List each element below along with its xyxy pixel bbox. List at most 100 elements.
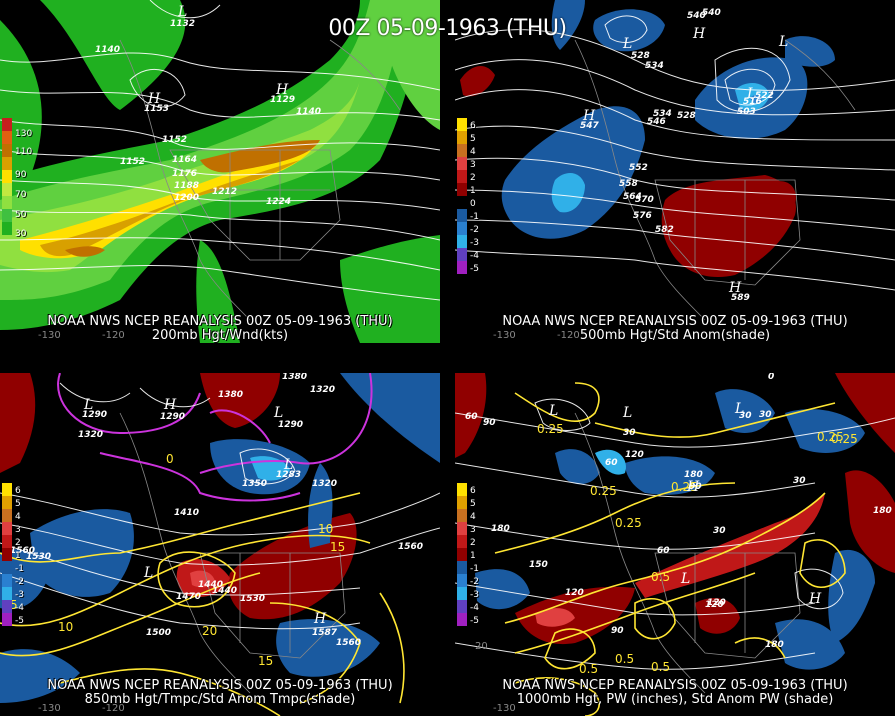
temp-label: 10 xyxy=(58,620,73,634)
contour-label: 1380 xyxy=(282,373,307,382)
legend-label: -1 xyxy=(15,564,24,574)
contour-label: 1560 xyxy=(336,638,361,648)
caption-line1: NOAA NWS NCEP REANALYSIS 00Z 05-09-1963 … xyxy=(47,314,393,329)
caption-line1: NOAA NWS NCEP REANALYSIS 00Z 05-09-1963 … xyxy=(47,678,393,693)
legend-label: 3 xyxy=(470,160,476,170)
contour-label: 522 xyxy=(755,91,774,101)
pw-label: 0.5 xyxy=(579,662,598,676)
contour-label: 547 xyxy=(580,121,600,131)
pw-label: 0.25 xyxy=(671,480,698,494)
pw-label: 0.5 xyxy=(651,570,670,584)
contour-label: 1140 xyxy=(95,45,120,55)
lon-tick: 20 xyxy=(475,641,488,652)
pw-label: 0.5 xyxy=(615,652,634,666)
contour-label: 534 xyxy=(645,61,664,71)
legend-label: 3 xyxy=(470,525,476,535)
contour-label: 120 xyxy=(707,598,726,608)
contour-label: 1470 xyxy=(176,592,201,602)
contour-label: 1140 xyxy=(296,107,321,117)
legend-label: 6 xyxy=(470,486,476,496)
map-500mb: 540 546 552 558 564 570 576 582 534 528 … xyxy=(455,0,895,343)
contour-label: 60 xyxy=(465,412,478,422)
caption-line2: 500mb Hgt/Std Anom(shade) xyxy=(579,328,771,343)
legend-label: -4 xyxy=(470,603,479,613)
contour-label: 0 xyxy=(768,373,774,382)
legend-label: 4 xyxy=(470,512,476,522)
contour-label: 1320 xyxy=(310,385,335,395)
temp-label: 15 xyxy=(330,540,345,554)
caption-line2: 1000mb Hgt, PW (inches), Std Anom PW (sh… xyxy=(516,692,834,707)
contour-label: 60 xyxy=(605,458,618,468)
lon-tick: -120 xyxy=(102,703,125,714)
panel-caption: NOAA NWS NCEP REANALYSIS 00Z 05-09-1963 … xyxy=(455,315,895,343)
contour-label: 1410 xyxy=(174,508,199,518)
contour-label: 90 xyxy=(611,626,624,636)
low-marker: L xyxy=(273,405,283,421)
low-marker: L xyxy=(622,405,632,421)
contour-label: 1188 xyxy=(174,181,199,191)
legend-label: 6 xyxy=(470,121,476,131)
legend-label: 5 xyxy=(470,134,476,144)
legend-label: -5 xyxy=(15,616,24,626)
contour-label: 552 xyxy=(629,163,648,173)
contour-label: 540 xyxy=(702,8,721,18)
contour-label: 120 xyxy=(625,450,644,460)
panel-caption: NOAA NWS NCEP REANALYSIS 00Z 05-09-1963 … xyxy=(0,679,440,707)
legend-label: 0 xyxy=(470,199,476,209)
legend-label: -1 xyxy=(470,564,479,574)
contour-label: 1152 xyxy=(162,135,187,145)
contour-label: 1530 xyxy=(26,552,51,562)
pw-label: 0.25 xyxy=(615,516,642,530)
contour-label: 1152 xyxy=(120,157,145,167)
contour-label: 570 xyxy=(635,195,654,205)
contour-label: 180 xyxy=(684,470,703,480)
contour-label: 1380 xyxy=(218,390,243,400)
contour-label: 1350 xyxy=(242,479,267,489)
legend-200mb: 130 110 90 70 50 30 xyxy=(2,118,32,239)
contour-label: 516 xyxy=(743,97,762,107)
legend-label: -5 xyxy=(470,264,479,274)
caption-line2: 200mb Hgt/Wnd(kts) xyxy=(151,328,289,343)
lon-tick: -120 xyxy=(557,330,580,341)
contour-label: 30 xyxy=(713,526,726,536)
contour-label: 180 xyxy=(491,524,510,534)
temp-label: 15 xyxy=(258,654,273,668)
low-marker: L xyxy=(283,457,293,473)
temp-label: 20 xyxy=(202,624,217,638)
contour-label: 1212 xyxy=(212,187,237,197)
low-marker: L xyxy=(177,4,187,20)
contour-label: 30 xyxy=(759,410,772,420)
legend-label: 5 xyxy=(15,499,21,509)
lon-tick: -130 xyxy=(38,703,61,714)
legend-label: 2 xyxy=(470,538,476,548)
legend-label: 70 xyxy=(15,190,27,200)
temp-label: 0 xyxy=(166,452,174,466)
contour-label: 558 xyxy=(619,179,638,189)
contour-label: 1560 xyxy=(398,542,423,552)
lon-tick: -130 xyxy=(493,703,516,714)
pw-label: 0.25 xyxy=(817,430,844,444)
legend-label: 30 xyxy=(15,229,27,239)
contour-label: 1290 xyxy=(160,412,185,422)
contour-label: 1224 xyxy=(266,197,291,207)
contour-label: 1176 xyxy=(172,169,197,179)
panel-850mb: 1380 1380 1320 1290 1290 1320 1350 1290 … xyxy=(0,373,440,716)
legend-label: 2 xyxy=(470,173,476,183)
contour-label: 1283 xyxy=(276,470,301,480)
high-marker: H xyxy=(163,397,177,413)
legend-label: -4 xyxy=(470,251,479,261)
pw-label: 0.25 xyxy=(537,422,564,436)
legend-label: 90 xyxy=(15,170,27,180)
low-marker: L xyxy=(83,397,93,413)
contour-label: 534 xyxy=(653,109,672,119)
lon-tick: -130 xyxy=(493,330,516,341)
contour-label: 546 xyxy=(647,117,666,127)
high-marker: H xyxy=(692,26,706,42)
pw-label: 0.25 xyxy=(831,432,858,446)
temp-label: 5 xyxy=(10,598,18,612)
low-marker: L xyxy=(548,403,558,419)
legend-label: 1 xyxy=(470,186,476,196)
contour-label: 90 xyxy=(689,482,702,492)
low-marker: L xyxy=(746,86,756,102)
legend-label: 4 xyxy=(15,512,21,522)
